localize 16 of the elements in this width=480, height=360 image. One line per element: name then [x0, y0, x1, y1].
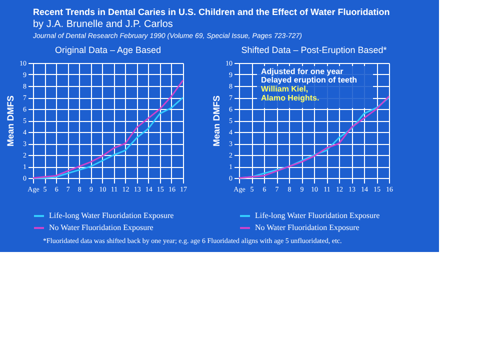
- line-series: [32, 80, 184, 179]
- legend-label: No Water Fluoridation Exposure: [49, 223, 154, 232]
- annotation: Adjusted for one year: [261, 66, 344, 76]
- legend-label: Life-long Water Fluoridation Exposure: [49, 211, 174, 220]
- annotation: Alamo Heights.: [261, 93, 320, 102]
- legend-label: Life-long Water Fluoridation Exposure: [255, 211, 380, 220]
- chart-title: Original Data – Age Based: [54, 45, 162, 55]
- legend-label: No Water Fluoridation Exposure: [255, 223, 360, 232]
- line-series: [32, 96, 184, 179]
- annotation: William Kiel,: [261, 84, 308, 94]
- text: Recent Trends in Dental Caries in U.S. Children and the Effect of Water Fluoridation: [33, 7, 390, 17]
- y-axis-title: Mean DMFS: [212, 95, 222, 147]
- y-axis-title: Mean DMFS: [6, 95, 16, 147]
- text: by J.A. Brunelle and J.P. Carlos: [33, 19, 173, 30]
- annotation: Delayed eruption of teeth: [261, 76, 358, 85]
- chart-title: Shifted Data – Post-Eruption Based*: [241, 45, 388, 55]
